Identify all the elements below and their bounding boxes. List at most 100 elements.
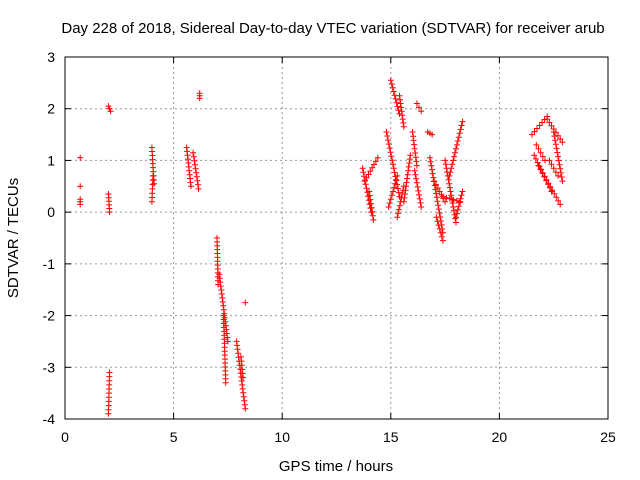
data-point-marker xyxy=(365,171,372,178)
data-point-marker xyxy=(538,166,545,173)
data-point-marker xyxy=(107,108,114,115)
data-point-marker xyxy=(389,84,396,91)
x-tick-label: 5 xyxy=(170,429,178,445)
data-point-marker xyxy=(446,184,453,191)
data-point-marker xyxy=(450,157,457,164)
data-point-marker xyxy=(192,165,199,172)
data-point-marker xyxy=(433,181,439,188)
data-point-marker xyxy=(434,185,441,191)
data-point-marker xyxy=(77,183,84,190)
data-point-marker xyxy=(541,173,548,180)
data-point-marker xyxy=(396,202,403,209)
data-point-marker xyxy=(542,157,548,164)
data-point-marker xyxy=(395,210,402,217)
data-point-marker xyxy=(242,299,249,306)
data-point-marker xyxy=(442,161,449,168)
data-point-marker xyxy=(435,202,442,209)
data-point-marker xyxy=(411,141,418,148)
data-point-marker xyxy=(545,180,552,187)
data-point-marker xyxy=(450,207,457,214)
data-point-marker xyxy=(413,162,420,169)
data-point-marker xyxy=(455,203,462,210)
data-point-marker xyxy=(148,198,155,205)
data-point-marker xyxy=(426,154,433,161)
data-point-marker xyxy=(455,134,462,141)
data-point-marker xyxy=(535,162,542,169)
data-point-marker xyxy=(403,179,410,186)
data-point-marker xyxy=(550,165,557,172)
data-point-marker xyxy=(391,92,398,99)
data-point-marker xyxy=(555,172,561,179)
data-point-marker xyxy=(453,145,459,152)
data-point-marker xyxy=(416,191,422,198)
data-point-marker xyxy=(442,198,449,205)
data-point-marker xyxy=(106,105,113,112)
data-point-marker xyxy=(548,122,555,129)
data-point-marker xyxy=(431,178,438,185)
data-point-marker xyxy=(457,195,464,202)
data-point-marker xyxy=(549,187,556,194)
y-tick-label: -1 xyxy=(43,256,56,272)
y-tick-label: 0 xyxy=(47,204,55,220)
data-point-marker xyxy=(405,163,412,170)
data-point-marker xyxy=(456,199,463,206)
data-point-marker xyxy=(387,196,394,203)
x-tick-label: 15 xyxy=(383,429,399,445)
data-point-marker xyxy=(385,204,392,210)
data-point-marker xyxy=(414,183,421,190)
data-point-marker xyxy=(447,169,454,176)
data-point-marker xyxy=(454,206,461,213)
data-point-marker xyxy=(451,153,458,160)
data-point-marker xyxy=(384,133,391,139)
data-point-marker xyxy=(435,206,442,213)
data-point-marker xyxy=(397,96,403,103)
data-point-marker xyxy=(433,214,440,221)
data-point-marker xyxy=(428,162,435,169)
data-point-marker xyxy=(369,212,376,219)
data-point-marker xyxy=(557,169,564,176)
data-point-marker xyxy=(386,145,393,152)
data-point-marker xyxy=(394,103,401,110)
x-tick-label: 25 xyxy=(600,429,616,445)
data-point-marker xyxy=(537,166,544,173)
data-point-marker xyxy=(413,158,420,165)
data-point-marker xyxy=(106,209,113,216)
data-point-marker xyxy=(192,161,198,168)
data-point-marker xyxy=(362,181,369,188)
data-point-marker xyxy=(436,188,443,195)
plot-frame xyxy=(64,56,609,420)
data-point-marker xyxy=(360,169,367,176)
data-point-marker xyxy=(372,158,379,165)
data-point-marker xyxy=(77,196,84,203)
data-point-marker xyxy=(105,410,112,417)
data-point-marker xyxy=(222,379,229,386)
data-point-marker xyxy=(555,153,561,160)
data-point-marker xyxy=(390,88,397,95)
data-point-marker xyxy=(534,125,540,132)
data-point-marker xyxy=(433,190,440,197)
data-point-marker xyxy=(369,208,376,215)
data-point-marker xyxy=(449,161,456,168)
data-point-marker xyxy=(361,178,368,185)
data-point-marker xyxy=(389,157,396,164)
data-point-marker xyxy=(383,129,390,135)
data-point-marker xyxy=(391,184,398,191)
data-point-marker xyxy=(409,129,416,135)
x-tick-label: 0 xyxy=(61,429,69,445)
data-point-marker xyxy=(394,185,401,192)
y-axis-title: SDTVAR / TECUs xyxy=(5,178,22,298)
data-point-marker xyxy=(559,139,566,146)
data-point-marker xyxy=(553,145,560,152)
data-point-marker xyxy=(443,194,450,201)
data-point-marker xyxy=(533,141,540,148)
data-point-marker xyxy=(366,188,373,195)
data-point-marker xyxy=(392,180,399,187)
data-point-marker xyxy=(438,233,445,240)
y-tick-label: 2 xyxy=(47,101,55,117)
x-tick-label: 10 xyxy=(274,429,290,445)
data-point-marker xyxy=(368,204,375,211)
data-point-marker xyxy=(394,172,401,179)
data-point-marker xyxy=(367,196,374,203)
data-point-marker xyxy=(557,136,564,142)
